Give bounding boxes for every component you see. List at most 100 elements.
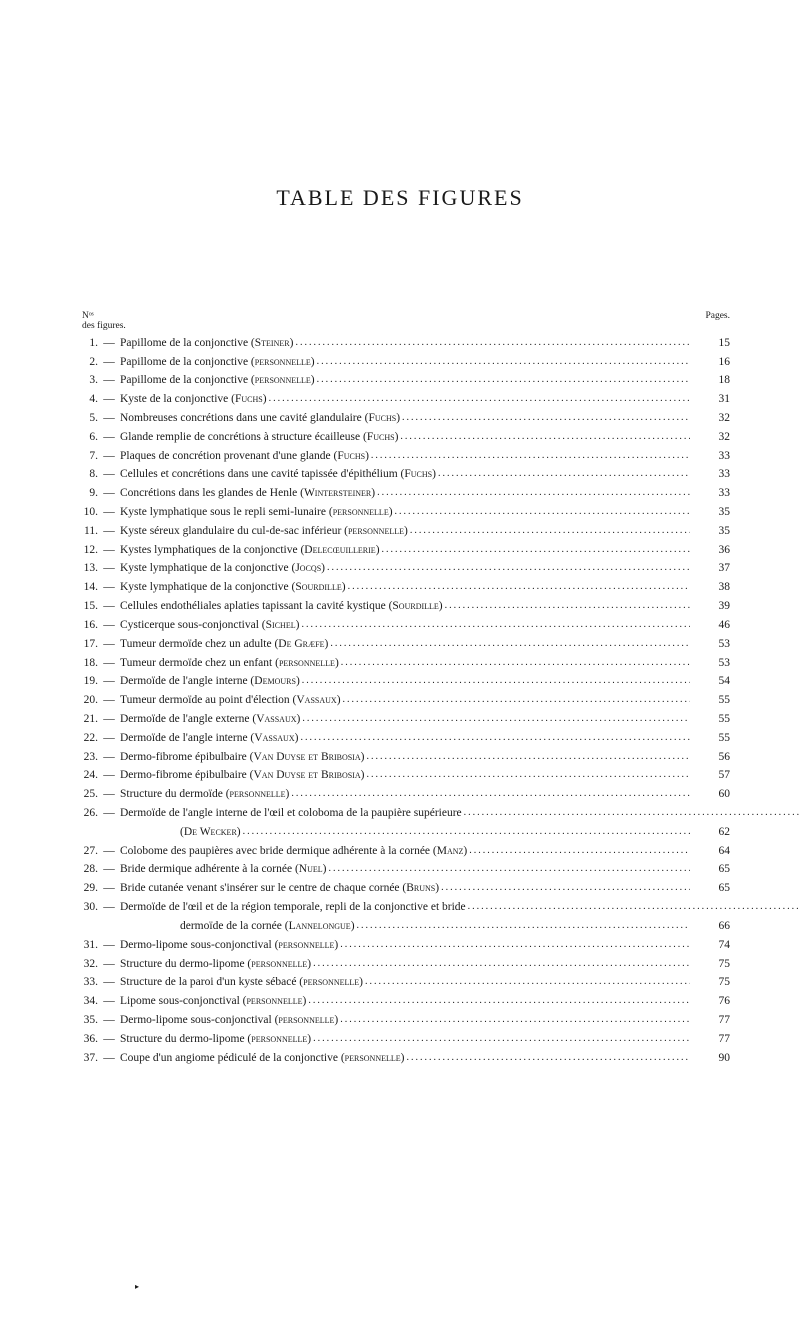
- table-row: 25.—Structure du dermoïde (personnelle)6…: [70, 786, 730, 804]
- entry-number: 9.: [70, 485, 98, 503]
- table-row-continuation: dermoïde de la cornée (Lannelongue)66: [70, 918, 730, 936]
- table-row: 27.—Colobome des paupières avec bride de…: [70, 843, 730, 861]
- table-row: 23.—Dermo-fibrome épibulbaire (Van Duyse…: [70, 749, 730, 767]
- entry-dash: —: [98, 655, 120, 673]
- entry-text: Cysticerque sous-conjonctival (Sichel): [120, 617, 690, 635]
- entry-text: Structure du dermo-lipome (personnelle): [120, 956, 690, 974]
- entry-number: 22.: [70, 730, 98, 748]
- entry-dash: —: [98, 937, 120, 955]
- entry-dash: —: [98, 861, 120, 879]
- entry-number: 11.: [70, 523, 98, 541]
- entry-page: 66: [690, 918, 730, 936]
- table-row: 8.—Cellules et concrétions dans une cavi…: [70, 466, 730, 484]
- entry-number: 34.: [70, 993, 98, 1011]
- entry-number: 4.: [70, 391, 98, 409]
- entry-page: 53: [690, 655, 730, 673]
- entry-dash: —: [98, 354, 120, 372]
- table-row: 3.—Papillome de la conjonctive (personne…: [70, 372, 730, 390]
- entry-page: 55: [690, 711, 730, 729]
- entry-text: Dermoïde de l'angle interne de l'œil et …: [120, 805, 690, 823]
- entry-dash: —: [98, 636, 120, 654]
- entry-number: 17.: [70, 636, 98, 654]
- entry-page: 32: [690, 410, 730, 428]
- table-row: 26.—Dermoïde de l'angle interne de l'œil…: [70, 805, 730, 823]
- table-row: 16.—Cysticerque sous-conjonctival (Siche…: [70, 617, 730, 635]
- page-title: TABLE DES FIGURES: [70, 185, 730, 211]
- entry-page: 18: [690, 372, 730, 390]
- table-row: 14.—Kyste lymphatique de la conjonctive …: [70, 579, 730, 597]
- entry-page: 54: [690, 673, 730, 691]
- entry-page: 75: [690, 956, 730, 974]
- entry-dash: —: [98, 617, 120, 635]
- entry-text: Papillome de la conjonctive (personnelle…: [120, 372, 690, 390]
- table-row: 6.—Glande remplie de concrétions à struc…: [70, 429, 730, 447]
- entry-dash: —: [98, 429, 120, 447]
- entry-page: 46: [690, 617, 730, 635]
- entry-text: Tumeur dermoïde chez un enfant (personne…: [120, 655, 690, 673]
- table-row: 30.—Dermoïde de l'œil et de la région te…: [70, 899, 730, 917]
- entry-page: 62: [690, 824, 730, 842]
- entry-text: Bride cutanée venant s'insérer sur le ce…: [120, 880, 690, 898]
- entry-dash: —: [98, 335, 120, 353]
- entry-page: 35: [690, 504, 730, 522]
- entry-dash: —: [98, 711, 120, 729]
- table-row: 1.—Papillome de la conjonctive (Steiner)…: [70, 335, 730, 353]
- table-row: 36.—Structure du dermo-lipome (personnel…: [70, 1031, 730, 1049]
- table-row: 5.—Nombreuses concrétions dans une cavit…: [70, 410, 730, 428]
- table-row: 22.—Dermoïde de l'angle interne (Vassaux…: [70, 730, 730, 748]
- table-row: 34.—Lipome sous-conjonctival (personnell…: [70, 993, 730, 1011]
- entry-dash: —: [98, 767, 120, 785]
- entry-text: Dermoïde de l'angle interne (Demours): [120, 673, 690, 691]
- entry-number: 8.: [70, 466, 98, 484]
- entry-text: Colobome des paupières avec bride dermiq…: [120, 843, 690, 861]
- entry-dash: —: [98, 579, 120, 597]
- entry-page: 56: [690, 749, 730, 767]
- table-row: 31.—Dermo-lipome sous-conjonctival (pers…: [70, 937, 730, 955]
- table-row: 32.—Structure du dermo-lipome (personnel…: [70, 956, 730, 974]
- table-row: 29.—Bride cutanée venant s'insérer sur l…: [70, 880, 730, 898]
- entry-page: 33: [690, 466, 730, 484]
- entry-dash: —: [98, 485, 120, 503]
- entry-text: Dermo-fibrome épibulbaire (Van Duyse et …: [120, 749, 690, 767]
- entry-dash: —: [98, 1050, 120, 1068]
- table-row: 17.—Tumeur dermoïde chez un adulte (De G…: [70, 636, 730, 654]
- entry-number: 12.: [70, 542, 98, 560]
- entry-page: 36: [690, 542, 730, 560]
- entry-number: 29.: [70, 880, 98, 898]
- table-row: 7.—Plaques de concrétion provenant d'une…: [70, 448, 730, 466]
- entry-dash: —: [98, 899, 120, 917]
- entry-text: Kyste lymphatique sous le repli semi-lun…: [120, 504, 690, 522]
- entry-dash: —: [98, 448, 120, 466]
- entry-text: Kystes lymphatiques de la conjonctive (D…: [120, 542, 690, 560]
- entry-dash: —: [98, 993, 120, 1011]
- header-nos: Nᵒˢ: [82, 311, 126, 321]
- entry-page: 55: [690, 730, 730, 748]
- entry-text: Papillome de la conjonctive (personnelle…: [120, 354, 690, 372]
- entry-dash: —: [98, 673, 120, 691]
- table-row: 21.—Dermoïde de l'angle externe (Vassaux…: [70, 711, 730, 729]
- entry-number: 6.: [70, 429, 98, 447]
- entry-number: 27.: [70, 843, 98, 861]
- entry-dash: —: [98, 956, 120, 974]
- entry-dash: —: [98, 805, 120, 823]
- entry-page: 60: [690, 786, 730, 804]
- table-row: 35.—Dermo-lipome sous-conjonctival (pers…: [70, 1012, 730, 1030]
- entry-number: 14.: [70, 579, 98, 597]
- entry-page: 77: [690, 1012, 730, 1030]
- entry-text: Kyste lymphatique de la conjonctive (Sou…: [120, 579, 690, 597]
- entry-dash: —: [98, 974, 120, 992]
- table-row: 2.—Papillome de la conjonctive (personne…: [70, 354, 730, 372]
- entry-page: 33: [690, 485, 730, 503]
- entry-number: 18.: [70, 655, 98, 673]
- entry-page: 57: [690, 767, 730, 785]
- table-row: 18.—Tumeur dermoïde chez un enfant (pers…: [70, 655, 730, 673]
- table-row: 4.—Kyste de la conjonctive (Fuchs)31: [70, 391, 730, 409]
- entry-text: Bride dermique adhérente à la cornée (Nu…: [120, 861, 690, 879]
- entry-text: Cellules et concrétions dans une cavité …: [120, 466, 690, 484]
- table-row: 37.—Coupe d'un angiome pédiculé de la co…: [70, 1050, 730, 1068]
- entry-text: Dermoïde de l'angle externe (Vassaux): [120, 711, 690, 729]
- entry-page: 15: [690, 335, 730, 353]
- entry-number: 3.: [70, 372, 98, 390]
- entry-page: 31: [690, 391, 730, 409]
- entry-number: 28.: [70, 861, 98, 879]
